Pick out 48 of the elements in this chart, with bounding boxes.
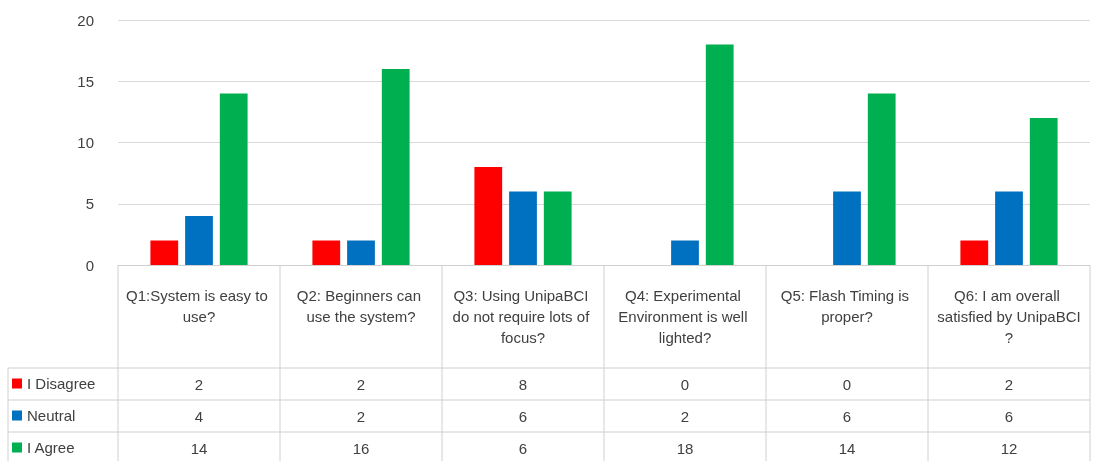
x-tick-label: Q3: Using UnipaBCI do not require lots of focus?	[452, 287, 594, 346]
data-label: 8	[518, 375, 528, 393]
data-label: 2	[680, 407, 690, 425]
data-label: 2	[1004, 375, 1014, 393]
bar	[185, 216, 213, 265]
bar	[833, 191, 861, 265]
data-label: 18	[676, 439, 694, 457]
data-label: 4	[194, 407, 204, 425]
y-tick-label: 20	[77, 11, 94, 29]
x-tick-label: Q1:System is easy to use?	[126, 287, 272, 325]
data-label: 12	[1000, 439, 1018, 457]
data-label: 16	[352, 439, 370, 457]
bar	[867, 93, 896, 265]
bar	[474, 167, 503, 265]
bar	[960, 240, 989, 265]
y-tick-label: 0	[85, 256, 94, 274]
bar	[312, 240, 341, 265]
legend-label: I Agree	[27, 439, 75, 456]
y-tick-label: 5	[85, 195, 94, 213]
bar	[150, 240, 179, 265]
x-tick-label: Q5: Flash Timing is proper?	[780, 287, 914, 325]
data-label: 6	[842, 407, 852, 425]
data-label: 2	[356, 375, 366, 393]
x-tick-label: Q6: I am overall satisfied by UnipaBCI?	[937, 287, 1081, 346]
bar	[381, 69, 410, 265]
x-tick-label: Q2: Beginners can use the system?	[296, 287, 426, 325]
bar	[705, 44, 734, 265]
bar	[509, 191, 537, 265]
data-label: 0	[842, 375, 852, 393]
data-label: 6	[1004, 407, 1014, 425]
y-tick-label: 10	[77, 134, 94, 151]
bar	[219, 93, 248, 265]
y-tick-label: 15	[77, 72, 94, 90]
bar	[1029, 118, 1058, 265]
bar	[347, 240, 375, 265]
legend-label: Neutral	[27, 407, 76, 424]
bar	[995, 191, 1023, 265]
data-label: 14	[190, 439, 208, 457]
bar	[671, 240, 699, 265]
data-label: 0	[680, 375, 690, 393]
data-label: 2	[194, 375, 204, 393]
data-label: 2	[356, 407, 366, 425]
data-label: 6	[518, 407, 528, 425]
data-label: 14	[838, 439, 856, 457]
data-label: 6	[518, 439, 528, 457]
legend-label: I Disagree	[27, 375, 96, 392]
x-tick-label: Q4: Experimental Environment is well lighted?	[618, 287, 752, 346]
bar	[543, 191, 572, 265]
